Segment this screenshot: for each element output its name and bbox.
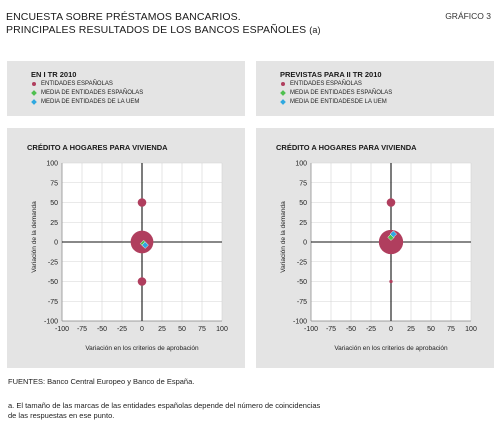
legend-label: MEDIA DE ENTIDADES ESPAÑOLAS (290, 90, 393, 96)
x-tick-label: 75 (198, 326, 206, 333)
chart-number: GRÁFICO 3 (445, 11, 491, 21)
y-tick-label: 100 (46, 161, 58, 168)
x-tick-label: 100 (465, 326, 477, 333)
circle-marker-icon (281, 82, 285, 86)
legend-item-left-1: MEDIA DE ENTIDADES ESPAÑOLAS (31, 90, 143, 96)
x-tick-label: 100 (216, 326, 228, 333)
y-tick-label: 25 (50, 220, 58, 227)
bubble-point (137, 277, 147, 286)
legend-item-left-0: ENTIDADES ESPAÑOLAS (31, 81, 113, 87)
legend-panel-left: EN I TR 2010 ENTIDADES ESPAÑOLAS MEDIA D… (7, 61, 245, 116)
legend-label: ENTIDADES ESPAÑOLAS (41, 81, 113, 87)
y-tick-label: -50 (48, 279, 58, 286)
chart-panel-right: CRÉDITO A HOGARES PARA VIVIENDA 100 75 50 25… (256, 128, 494, 368)
bubble-point (386, 198, 396, 207)
x-tick-label: 0 (140, 326, 144, 333)
sources-text: FUENTES: Banco Central Europeo y Banco d… (8, 377, 195, 386)
y-tick-label: 75 (50, 180, 58, 187)
bubble-point (137, 198, 147, 207)
green-diamond-icon (280, 90, 286, 96)
legend-label: MEDIA DE ENTIDADES ESPAÑOLAS (41, 90, 144, 96)
x-tick-label: -75 (326, 326, 336, 333)
x-tick-label: 50 (427, 326, 435, 333)
legend-item-right-0: ENTIDADES ESPAÑOLAS (280, 81, 362, 87)
legend-label: MEDIA DE ENTIDADESDE LA UEM (290, 99, 387, 105)
footnote-line-1: a. El tamaño de las marcas de las entida… (8, 401, 321, 410)
y-tick-label: 75 (299, 180, 307, 187)
x-tick-label: -25 (366, 326, 376, 333)
x-tick-label: 75 (447, 326, 455, 333)
y-tick-label: 100 (295, 161, 307, 168)
x-tick-label: -100 (55, 326, 69, 333)
legend-title-left: EN I TR 2010 (31, 70, 77, 79)
y-tick-label: -100 (44, 319, 58, 326)
legend-label: ENTIDADES ESPAÑOLAS (290, 81, 362, 87)
footnote: a. El tamaño de las marcas de las entida… (8, 401, 320, 421)
mean-diamond-point (389, 230, 398, 238)
chart-title: CRÉDITO A HOGARES PARA VIVIENDA (27, 143, 168, 152)
x-axis-label: Variación en los criterios de aprobación (334, 345, 448, 352)
y-tick-label: 50 (50, 200, 58, 207)
title-line-2: PRINCIPALES RESULTADOS DE LOS BANCOS ESP… (6, 24, 321, 37)
blue-diamond-icon (31, 99, 37, 105)
legend-item-right-1: MEDIA DE ENTIDADES ESPAÑOLAS (280, 90, 392, 96)
title-line-2-text: PRINCIPALES RESULTADOS DE LOS BANCOS ESP… (6, 24, 307, 36)
green-diamond-icon (31, 90, 37, 96)
y-tick-label: 0 (54, 240, 58, 247)
x-tick-label: 50 (178, 326, 186, 333)
chart-right: CRÉDITO A HOGARES PARA VIVIENDA 100 75 50 25… (276, 143, 477, 352)
chart-left: CRÉDITO A HOGARES PARA VIVIENDA 100 75 50 25… (27, 143, 228, 352)
footnote-line-2: de las respuestas en ese punto. (8, 411, 115, 420)
x-tick-label: 25 (158, 326, 166, 333)
y-tick-label: 50 (299, 200, 307, 207)
y-tick-label: -25 (297, 259, 307, 266)
bubble-point (378, 229, 404, 255)
legend-panel-right: PREVISTAS PARA II TR 2010 ENTIDADES ESPA… (256, 61, 494, 116)
legend-label: MEDIA DE ENTIDADES DE LA UEM (41, 99, 140, 105)
y-tick-label: -50 (297, 279, 307, 286)
x-tick-label: -100 (304, 326, 318, 333)
bubble-point (389, 279, 393, 284)
mean-diamond-point (141, 241, 149, 249)
chart-title: CRÉDITO A HOGARES PARA VIVIENDA (276, 143, 417, 152)
circle-marker-icon (32, 82, 36, 86)
legend-item-left-2: MEDIA DE ENTIDADES DE LA UEM (31, 99, 139, 105)
chart-panel-left: CRÉDITO A HOGARES PARA VIVIENDA 100 75 50 25… (7, 128, 245, 368)
x-axis-label: Variación en los criterios de aprobación (85, 345, 199, 352)
chart-title: ENCUESTA SOBRE PRÉSTAMOS BANCARIOS. PRIN… (6, 11, 321, 37)
y-tick-label: -25 (48, 259, 58, 266)
x-tick-label: 0 (389, 326, 393, 333)
y-axis-label: Variación de la demanda (280, 201, 287, 273)
x-tick-label: -25 (117, 326, 127, 333)
y-tick-label: -75 (297, 299, 307, 306)
y-tick-label: 25 (299, 220, 307, 227)
y-tick-label: 0 (303, 240, 307, 247)
x-tick-label: 25 (407, 326, 415, 333)
title-note-marker: (a) (309, 25, 321, 35)
y-tick-label: -100 (293, 319, 307, 326)
legend-title-right: PREVISTAS PARA II TR 2010 (280, 70, 382, 79)
y-tick-label: -75 (48, 299, 58, 306)
title-line-1: ENCUESTA SOBRE PRÉSTAMOS BANCARIOS. (6, 11, 241, 23)
x-tick-label: -50 (346, 326, 356, 333)
x-tick-label: -50 (97, 326, 107, 333)
y-axis-label: Variación de la demanda (31, 201, 38, 273)
blue-diamond-icon (280, 99, 286, 105)
legend-item-right-2: MEDIA DE ENTIDADESDE LA UEM (280, 99, 387, 105)
x-tick-label: -75 (77, 326, 87, 333)
